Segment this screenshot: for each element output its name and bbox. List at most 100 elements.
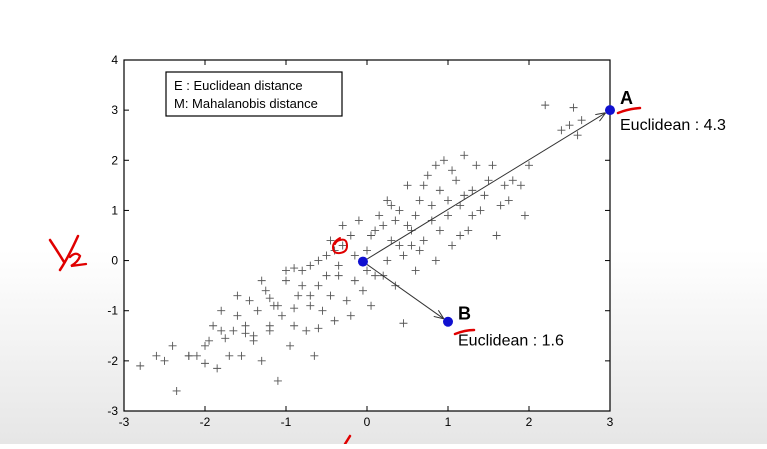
scatter-point xyxy=(520,211,529,220)
x-tick-label: -1 xyxy=(281,415,292,429)
scatter-point xyxy=(282,276,290,285)
y-tick-label: -1 xyxy=(107,304,118,318)
scatter-point xyxy=(371,226,380,235)
scatter-point xyxy=(184,351,193,360)
x-tick-label: -3 xyxy=(119,415,130,429)
scatter-point xyxy=(456,231,465,240)
scatter-point xyxy=(500,181,509,190)
x-tick-label: 1 xyxy=(445,415,452,429)
scatter-point xyxy=(391,281,400,290)
scatter-point xyxy=(209,321,218,330)
scatter-point xyxy=(472,161,481,170)
scatter-point xyxy=(213,364,222,373)
scatter-point xyxy=(314,256,323,265)
scatter-point xyxy=(411,211,420,220)
scatter-point xyxy=(253,306,262,315)
scatter-point xyxy=(525,161,533,170)
scatter-point xyxy=(338,221,347,230)
handwritten-y2-label xyxy=(48,234,88,272)
y-tick-label: 4 xyxy=(111,53,118,67)
scatter-point xyxy=(557,126,566,135)
scatter-point xyxy=(205,336,214,345)
scatter-point xyxy=(217,326,226,335)
handwritten-subscript-2 xyxy=(68,252,88,268)
scatter-point xyxy=(387,236,396,245)
scatter-point xyxy=(354,216,363,225)
scatter-point xyxy=(298,281,307,290)
scatter-point xyxy=(508,176,517,185)
point-b xyxy=(443,316,453,327)
scatter-point xyxy=(379,221,388,230)
scatter-point xyxy=(241,329,250,338)
scatter-point xyxy=(427,201,436,210)
y-tick-label: 1 xyxy=(111,203,118,217)
scatter-point xyxy=(431,161,440,170)
scatter-point xyxy=(444,211,452,220)
scatter-point xyxy=(245,296,254,305)
point-b-annotation: Euclidean : 1.6 xyxy=(458,333,564,350)
scatter-point xyxy=(439,156,448,165)
scatter-point xyxy=(241,321,250,330)
scatter-point xyxy=(201,359,209,368)
scatter-point xyxy=(403,181,412,190)
scatter-point xyxy=(257,276,266,285)
scatter-point xyxy=(314,324,323,333)
scatter-point xyxy=(541,101,550,110)
scatter-point xyxy=(504,196,513,205)
scatter-point xyxy=(456,201,465,210)
scatter-point xyxy=(334,261,343,270)
y-tick-label: 3 xyxy=(111,103,118,117)
scatter-point xyxy=(265,294,274,303)
scatter-point xyxy=(318,306,327,315)
scatter-point xyxy=(423,171,432,180)
legend-line-2: M: Mahalanobis distance xyxy=(174,96,318,111)
scatter-point xyxy=(201,341,209,350)
scatter-point xyxy=(444,196,452,205)
scatter-point xyxy=(282,266,290,275)
scatter-point xyxy=(168,341,177,350)
scatter-point xyxy=(290,264,299,273)
scatter-point xyxy=(294,291,303,300)
scatter-point xyxy=(569,103,578,112)
scatter-point xyxy=(249,331,258,340)
scatter-point xyxy=(577,116,586,125)
scatter-point xyxy=(419,236,428,245)
scatter-point xyxy=(395,206,404,215)
scatter-point xyxy=(448,241,457,250)
scatter-point xyxy=(411,266,420,275)
scatter-point xyxy=(326,236,335,245)
scatter-point xyxy=(237,351,246,360)
x-tick-label: -2 xyxy=(200,415,211,429)
scatter-point xyxy=(516,181,525,190)
scatter-point xyxy=(338,241,347,250)
scatter-point xyxy=(172,386,181,395)
scatter-point xyxy=(298,266,307,275)
scatter-point xyxy=(306,261,315,270)
scatter-point xyxy=(217,306,226,315)
scatter-point xyxy=(290,304,299,313)
scatter-point xyxy=(261,286,270,295)
scatter-point xyxy=(233,311,242,320)
handwritten-y-stroke xyxy=(48,234,80,272)
scatter-point xyxy=(391,216,400,225)
scatter-point xyxy=(310,351,319,360)
scatter-point xyxy=(399,319,408,328)
scatter-point xyxy=(415,246,424,255)
origin-point xyxy=(357,256,368,267)
scatter-point xyxy=(350,251,359,260)
scatter-point xyxy=(314,281,323,290)
scatter-point xyxy=(484,176,493,185)
handwritten-origin-circle xyxy=(331,237,349,255)
scatter-point xyxy=(452,176,461,185)
scatter-point xyxy=(407,241,416,250)
handwritten-x-mark xyxy=(343,434,352,446)
scatter-point xyxy=(496,201,505,210)
scatter-point xyxy=(290,321,299,330)
x-tick-label: 2 xyxy=(526,415,533,429)
scatter-point xyxy=(346,311,355,320)
scatter-point xyxy=(565,121,574,130)
scatter-point xyxy=(306,291,315,300)
scatter-point xyxy=(460,151,469,160)
scatter-point xyxy=(383,256,392,265)
